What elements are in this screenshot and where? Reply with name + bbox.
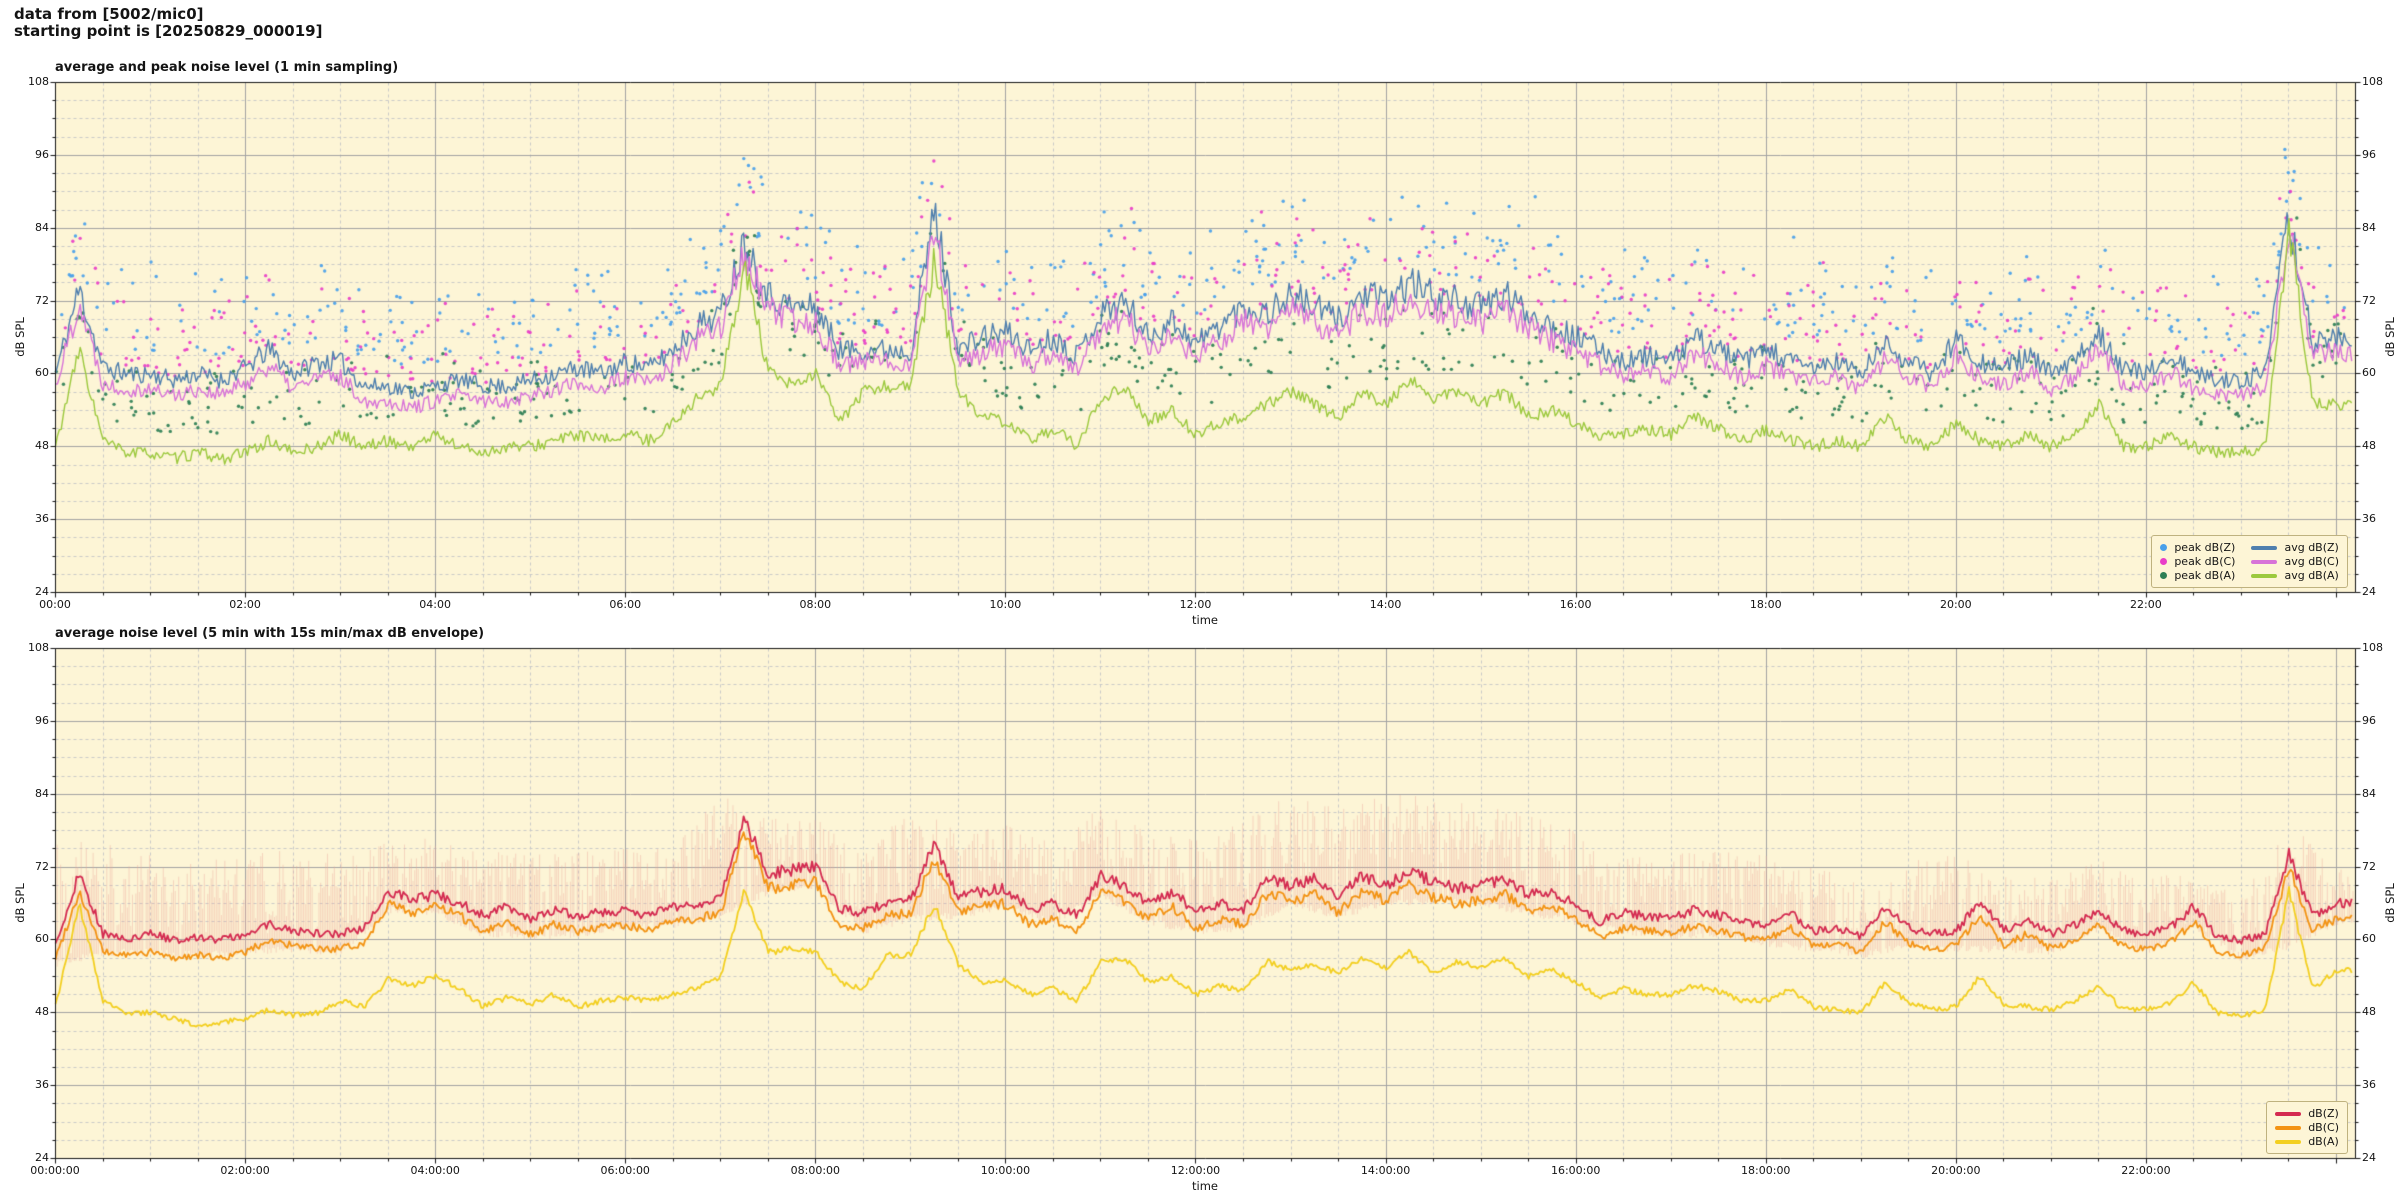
y-tick-label-right: 36 <box>2362 1078 2376 1092</box>
y-tick-label-left: 60 <box>35 366 49 380</box>
y-tick-label-right: 60 <box>2362 366 2376 380</box>
y-tick-label-right: 108 <box>2362 75 2383 88</box>
legend-label: peak dB(Z) <box>2174 541 2236 554</box>
x-tick-label: 10:00:00 <box>980 1164 1031 1177</box>
legend-line-marker <box>2275 1139 2302 1144</box>
x-tick-label: 00:00 <box>39 598 71 611</box>
y-tick-label-left: 36 <box>35 512 49 526</box>
y-tick-label-right: 48 <box>2362 439 2376 453</box>
x-tick-label: 02:00:00 <box>220 1164 270 1177</box>
x-tick-label: 08:00:00 <box>790 1164 841 1177</box>
x-tick-label: 20:00 <box>1939 598 1972 611</box>
legend-label: peak dB(A) <box>2174 569 2236 582</box>
y-tick-label-right: 72 <box>2362 859 2376 873</box>
y-tick-label-left: 84 <box>35 786 49 800</box>
x-tick-label: 18:00:00 <box>1741 1164 1791 1177</box>
legend-entry: avg dB(A) <box>2251 569 2339 582</box>
legend-dot-marker <box>2160 558 2168 565</box>
x-tick-label: 22:00:00 <box>2121 1164 2171 1177</box>
x-tick-label: 06:00 <box>609 598 642 611</box>
legend-line-marker <box>2275 1111 2302 1116</box>
x-tick-label: 06:00:00 <box>600 1164 650 1177</box>
legend-label: avg dB(Z) <box>2284 541 2339 554</box>
x-tick-label: 20:00:00 <box>1931 1164 1981 1177</box>
y-tick-label-left: 108 <box>28 641 49 654</box>
legend-line-marker <box>2251 573 2278 578</box>
y-tick-label-left: 108 <box>28 75 49 88</box>
legend-entry: peak dB(C) <box>2160 555 2235 568</box>
y-tick-label-right: 96 <box>2362 147 2376 161</box>
y-tick-label-left: 48 <box>35 1005 49 1019</box>
legend-dot-marker <box>2160 544 2168 551</box>
x-tick-label: 02:00 <box>229 598 261 611</box>
x-tick-label: 18:00 <box>1749 598 1782 611</box>
chart2-legend: dB(Z) dB(C) dB(A) <box>2266 1101 2348 1154</box>
legend-entry: peak dB(A) <box>2160 569 2235 582</box>
legend-label: avg dB(A) <box>2284 569 2339 582</box>
x-tick-label: 08:00 <box>799 598 832 611</box>
y-tick-label-right: 48 <box>2362 1005 2376 1019</box>
x-tick-label: 14:00 <box>1369 598 1402 611</box>
y-tick-label-left: 72 <box>35 293 49 307</box>
y-tick-label-right: 24 <box>2362 1151 2376 1164</box>
y-tick-label-right: 84 <box>2362 786 2376 800</box>
figure-header: data from [5002/mic0] starting point is … <box>14 6 322 40</box>
legend-dot-marker <box>2160 572 2168 579</box>
legend-label: peak dB(C) <box>2174 555 2236 568</box>
legend-entry: dB(Z) <box>2275 1107 2339 1120</box>
y-tick-label-left: 48 <box>35 439 49 453</box>
y-tick-label-right: 60 <box>2362 932 2376 946</box>
legend-label: dB(A) <box>2308 1135 2339 1148</box>
legend-label: avg dB(C) <box>2284 555 2339 568</box>
y-tick-label-right: 24 <box>2362 585 2376 598</box>
y-tick-label-right: 72 <box>2362 293 2376 307</box>
y-tick-label-right: 108 <box>2362 641 2383 654</box>
legend-label: dB(Z) <box>2308 1107 2339 1120</box>
chart1-xlabel: time <box>1192 613 1218 627</box>
chart2-plot-canvas <box>43 636 2367 1170</box>
header-line-1: data from [5002/mic0] <box>14 5 204 23</box>
x-tick-label: 04:00 <box>419 598 451 611</box>
y-tick-label-left: 96 <box>35 147 49 161</box>
x-tick-label: 16:00:00 <box>1550 1164 1601 1177</box>
legend-line-marker <box>2275 1125 2302 1130</box>
x-tick-label: 04:00:00 <box>410 1164 460 1177</box>
x-tick-label: 00:00:00 <box>30 1164 80 1177</box>
header-line-2: starting point is [20250829_000019] <box>14 22 323 40</box>
y-tick-label-left: 24 <box>35 1151 49 1164</box>
x-tick-label: 12:00 <box>1179 598 1212 611</box>
legend-entry: dB(A) <box>2275 1135 2339 1148</box>
legend-line-marker <box>2251 545 2278 550</box>
y-tick-label-left: 24 <box>35 585 49 598</box>
y-tick-label-left: 60 <box>35 932 49 946</box>
y-tick-label-right: 36 <box>2362 512 2376 526</box>
y-tick-label-right: 96 <box>2362 713 2376 727</box>
legend-entry: avg dB(C) <box>2251 555 2339 568</box>
legend-entry: peak dB(Z) <box>2160 541 2235 554</box>
legend-label: dB(C) <box>2308 1121 2339 1134</box>
legend-line-marker <box>2251 559 2278 564</box>
y-tick-label-left: 96 <box>35 713 49 727</box>
legend-entry: dB(C) <box>2275 1121 2339 1134</box>
y-tick-label-left: 84 <box>35 220 49 234</box>
y-tick-label-right: 84 <box>2362 220 2376 234</box>
x-tick-label: 10:00 <box>989 598 1022 611</box>
y-tick-label-left: 36 <box>35 1078 49 1092</box>
x-tick-label: 14:00:00 <box>1360 1164 1411 1177</box>
x-tick-label: 22:00 <box>2130 598 2162 611</box>
x-tick-label: 16:00 <box>1559 598 1592 611</box>
chart1-plot-canvas <box>43 70 2367 604</box>
x-tick-label: 12:00:00 <box>1170 1164 1221 1177</box>
chart2-xlabel: time <box>1192 1179 1218 1193</box>
y-tick-label-left: 72 <box>35 859 49 873</box>
legend-entry: avg dB(Z) <box>2251 541 2339 554</box>
chart1-legend: peak dB(Z) peak dB(C) peak dB(A) avg dB(Z) a… <box>2151 535 2348 588</box>
